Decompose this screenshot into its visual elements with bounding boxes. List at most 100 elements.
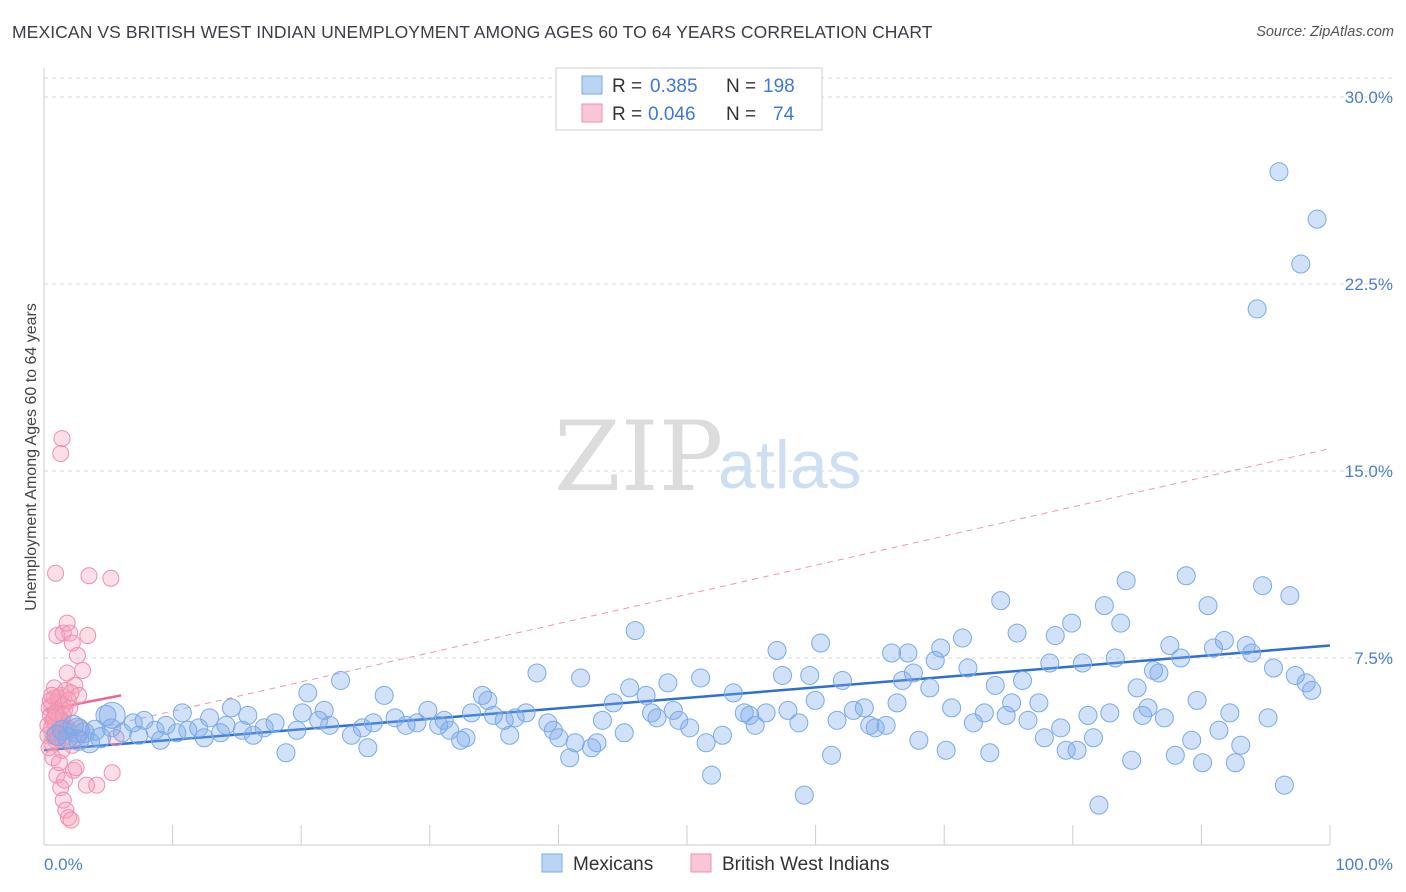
- mexicans-point: [298, 683, 318, 703]
- bwi-point: [58, 664, 76, 682]
- legend-r-label-1: R =: [612, 76, 642, 97]
- mexicans-point: [101, 718, 121, 738]
- legend-n-value-2: 74: [773, 104, 795, 125]
- mexicans-point: [811, 633, 831, 653]
- mexicans-point: [1083, 728, 1103, 748]
- bwi-point: [77, 776, 95, 794]
- bwi-point: [50, 754, 68, 772]
- mexicans-point: [1007, 623, 1027, 643]
- mexicans-point: [1116, 571, 1136, 591]
- mexicans-point: [341, 725, 361, 745]
- mexicans-point: [734, 703, 754, 723]
- mexicans-point: [64, 717, 90, 743]
- bwi-point: [74, 661, 92, 679]
- mexicans-point: [51, 719, 73, 741]
- bwi-point: [61, 624, 79, 642]
- mexicans-point: [1029, 693, 1049, 713]
- mexicans-point: [309, 710, 329, 730]
- mexicans-point: [1073, 653, 1093, 673]
- mexicans-point: [407, 713, 427, 733]
- mexicans-point: [1154, 708, 1174, 728]
- bwi-point: [79, 627, 97, 645]
- x-tick-label-max: 100.0%: [1335, 855, 1393, 874]
- mexicans-point: [287, 720, 307, 740]
- mexicans-point: [1263, 658, 1283, 678]
- mexicans-point: [827, 710, 847, 730]
- mexicans-point: [1111, 613, 1131, 633]
- mexicans-point: [1160, 636, 1180, 656]
- mexicans-point: [194, 728, 214, 748]
- mexicans-point: [1203, 638, 1223, 658]
- mexicans-point: [221, 698, 241, 718]
- mexicans-point: [151, 730, 171, 750]
- mexicans-point: [1258, 708, 1278, 728]
- mexicans-point: [767, 641, 787, 661]
- mexicans-point: [451, 730, 471, 750]
- mexicans-point: [778, 700, 798, 720]
- chart-title: MEXICAN VS BRITISH WEST INDIAN UNEMPLOYM…: [12, 22, 933, 42]
- axes: [43, 68, 1331, 846]
- bwi-point: [103, 764, 121, 782]
- mexicans-point: [642, 703, 662, 723]
- y-tick-label: 22.5%: [1345, 275, 1393, 294]
- mexicans-point: [500, 725, 520, 745]
- mexicans-point: [931, 638, 951, 658]
- mexicans-point: [592, 710, 612, 730]
- mexicans-point: [478, 690, 498, 710]
- mexicans-point: [887, 693, 907, 713]
- mexicans-point: [1013, 670, 1033, 690]
- x-tick-label-min: 0.0%: [44, 855, 83, 874]
- bwi-point: [58, 614, 76, 632]
- mexicans-point: [789, 713, 809, 733]
- mexicans-point: [587, 733, 607, 753]
- mexicans-point: [1198, 596, 1218, 616]
- legend-r-value-1: 0.385: [650, 76, 698, 97]
- mexicans-point: [483, 705, 503, 725]
- y-tick-label: 15.0%: [1345, 462, 1393, 481]
- mexicans-point: [461, 703, 481, 723]
- mexicans-point: [822, 745, 842, 765]
- mexicans-point: [794, 785, 814, 805]
- mexicans-point: [893, 670, 913, 690]
- bwi-point: [43, 686, 61, 704]
- mexicans-point: [1165, 745, 1185, 765]
- bwi-point: [62, 811, 80, 829]
- y-tick-label: 30.0%: [1345, 88, 1393, 107]
- mexicans-point: [772, 665, 792, 685]
- mexicans-point: [1171, 648, 1191, 668]
- bwi-point: [67, 759, 85, 777]
- mexicans-point: [996, 705, 1016, 725]
- mexicans-point: [84, 719, 106, 741]
- bwi-point: [59, 809, 77, 827]
- bwi-point: [88, 776, 106, 794]
- mexicans-point: [942, 698, 962, 718]
- mexicans-point: [647, 708, 667, 728]
- mexicans-point: [145, 720, 165, 740]
- mexicans-point: [636, 685, 656, 705]
- correlation-legend: R = 0.385 N = 198 R = 0.046 N = 74: [555, 67, 823, 131]
- mexicans-point: [1182, 730, 1202, 750]
- mexicans-point: [1089, 795, 1109, 815]
- mexicans-point: [1285, 665, 1305, 685]
- legend-swatch-mexicans: [581, 75, 603, 95]
- legend-swatch-bwi: [581, 103, 603, 123]
- mexicans-point: [1302, 680, 1322, 700]
- mexicans-point: [549, 728, 569, 748]
- mexicans-point: [527, 663, 547, 683]
- mexicans-point: [156, 715, 176, 735]
- mexicans-point: [254, 718, 274, 738]
- mexicans-point: [953, 628, 973, 648]
- mexicans-point: [620, 678, 640, 698]
- mexicans-point: [1122, 750, 1142, 770]
- mexicans-point: [582, 738, 602, 758]
- mexicans-point: [800, 665, 820, 685]
- mexicans-point: [854, 698, 874, 718]
- mexicans-point: [702, 765, 722, 785]
- mexicans-point: [696, 733, 716, 753]
- bwi-point: [53, 430, 71, 448]
- mexicans-point: [363, 713, 383, 733]
- mexicans-point: [1242, 643, 1262, 663]
- mexicans-point: [991, 591, 1011, 611]
- mexicans-point: [172, 703, 192, 723]
- mexicans-point: [292, 703, 312, 723]
